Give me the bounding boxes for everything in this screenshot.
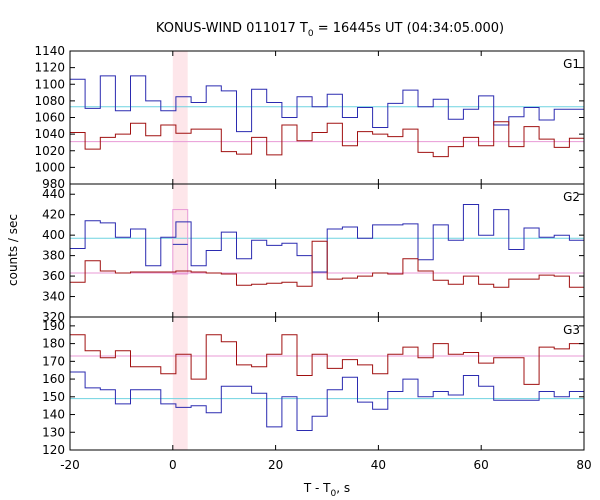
- g1-panel-frame: [69, 50, 585, 185]
- g2-ytick-label: 440: [42, 187, 65, 201]
- g1-red-series: [70, 121, 584, 158]
- g1-ytick-label: 1100: [34, 77, 65, 91]
- xtick-label: 40: [371, 458, 386, 472]
- g2-ytick-label: 400: [42, 228, 65, 242]
- g1-panel-label: G1: [563, 57, 580, 71]
- g3-ytick-label: 150: [42, 390, 65, 404]
- g2-ytick-label: 420: [42, 208, 65, 222]
- g2-red-series: [70, 240, 584, 288]
- xtick-label: 80: [576, 458, 591, 472]
- g1-ytick-label: 1120: [34, 61, 65, 75]
- g3-ytick-label: 120: [42, 443, 65, 457]
- xtick-label: -20: [60, 458, 80, 472]
- g2-ytick-label: 360: [42, 269, 65, 283]
- xtick-label: 0: [169, 458, 177, 472]
- x-axis-label: T - T0, s: [303, 481, 350, 499]
- g2-ytick-label: 340: [42, 290, 65, 304]
- xtick-label: 20: [268, 458, 283, 472]
- g1-ytick-label: 1000: [34, 160, 65, 174]
- xtick-label: 60: [474, 458, 489, 472]
- g3-panel-label: G3: [563, 323, 580, 337]
- series-layer: [70, 75, 584, 431]
- g1-ytick-label: 1080: [34, 94, 65, 108]
- g1-blue-series: [70, 75, 584, 133]
- g1-ytick-label: 1140: [34, 44, 65, 58]
- g1-ytick-label: 1020: [34, 144, 65, 158]
- g3-ytick-label: 170: [42, 354, 65, 368]
- g3-ytick-label: 180: [42, 337, 65, 351]
- g2-trigger-box: [172, 209, 189, 275]
- ticks-layer: [69, 50, 585, 451]
- g1-ytick-label: 980: [42, 177, 65, 191]
- g2-ytick-label: 380: [42, 249, 65, 263]
- g3-ytick-label: 160: [42, 372, 65, 386]
- g2-ytick-label: 320: [42, 310, 65, 324]
- g3-ytick-label: 130: [42, 425, 65, 439]
- highlight-layer: [172, 51, 188, 450]
- g1-ytick-label: 1060: [34, 111, 65, 125]
- g3-ytick-label: 140: [42, 408, 65, 422]
- y-axis-label: counts / sec: [6, 214, 20, 286]
- g3-red-series: [70, 334, 584, 385]
- trigger-highlight-band: [172, 51, 188, 450]
- chart-title: KONUS-WIND 011017 T0 = 16445s UT (04:34:…: [156, 21, 504, 39]
- g1-ytick-label: 1040: [34, 127, 65, 141]
- g3-blue-series: [70, 371, 584, 431]
- g3-ytick-label: 190: [42, 319, 65, 333]
- g2-panel-label: G2: [563, 190, 580, 204]
- labels-layer: 980 1000 1020 1040 1060 1080 1100 1120 1140 G1 320…: [34, 44, 591, 472]
- g3-panel-frame: [69, 316, 585, 451]
